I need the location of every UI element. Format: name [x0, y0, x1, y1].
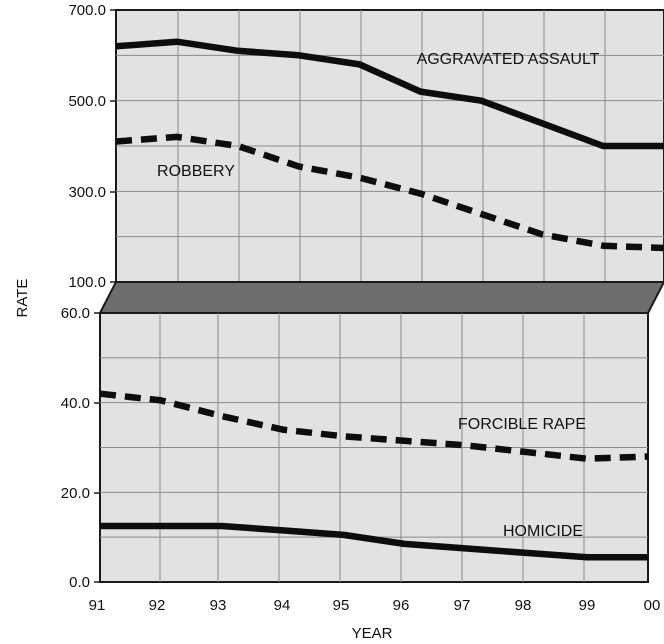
x-axis-title: YEAR — [352, 625, 393, 642]
x-tick-label: 96 — [393, 597, 410, 614]
x-tick-label: 97 — [454, 597, 471, 614]
lower-panel: 60.0 40.0 20.0 0.0 FORCIBLE RAPE HOMICIDE — [61, 305, 649, 591]
y-tick-label: 20.0 — [61, 485, 90, 502]
axis-break-band — [98, 281, 664, 314]
x-tick-label: 00 — [644, 597, 661, 614]
homicide-line — [100, 522, 648, 561]
upper-panel: 700.0 500.0 300.0 100.0 AGGRAVATED ASSAULT RO… — [68, 2, 664, 291]
forcible-rape-line — [99, 390, 649, 462]
y-axis-title: RATE — [14, 279, 31, 318]
x-tick-label: 95 — [333, 597, 350, 614]
homicide-series-label: HOMICIDE — [503, 523, 583, 540]
robbery-line — [115, 133, 664, 252]
y-tick-label: 40.0 — [61, 395, 90, 412]
robbery-series-label: ROBBERY — [157, 163, 235, 180]
x-tick-label: 94 — [274, 597, 291, 614]
x-tick-label: 91 — [89, 597, 106, 614]
y-tick-label: 100.0 — [68, 274, 106, 291]
y-tick-label: 300.0 — [68, 184, 106, 201]
y-tick-label: 0.0 — [69, 574, 90, 591]
y-tick-label: 500.0 — [68, 93, 106, 110]
x-tick-label: 93 — [210, 597, 227, 614]
x-tick-label: 99 — [579, 597, 596, 614]
x-tick-label: 92 — [149, 597, 166, 614]
aggravated-assault-series-label: AGGRAVATED ASSAULT — [417, 51, 600, 68]
y-tick-label: 60.0 — [61, 305, 90, 322]
x-axis: 91 92 93 94 95 96 97 98 99 00 — [89, 597, 661, 614]
forcible-rape-series-label: FORCIBLE RAPE — [458, 416, 586, 433]
y-tick-label: 700.0 — [68, 2, 106, 19]
x-tick-label: 98 — [515, 597, 532, 614]
aggravated-assault-line — [115, 38, 664, 150]
